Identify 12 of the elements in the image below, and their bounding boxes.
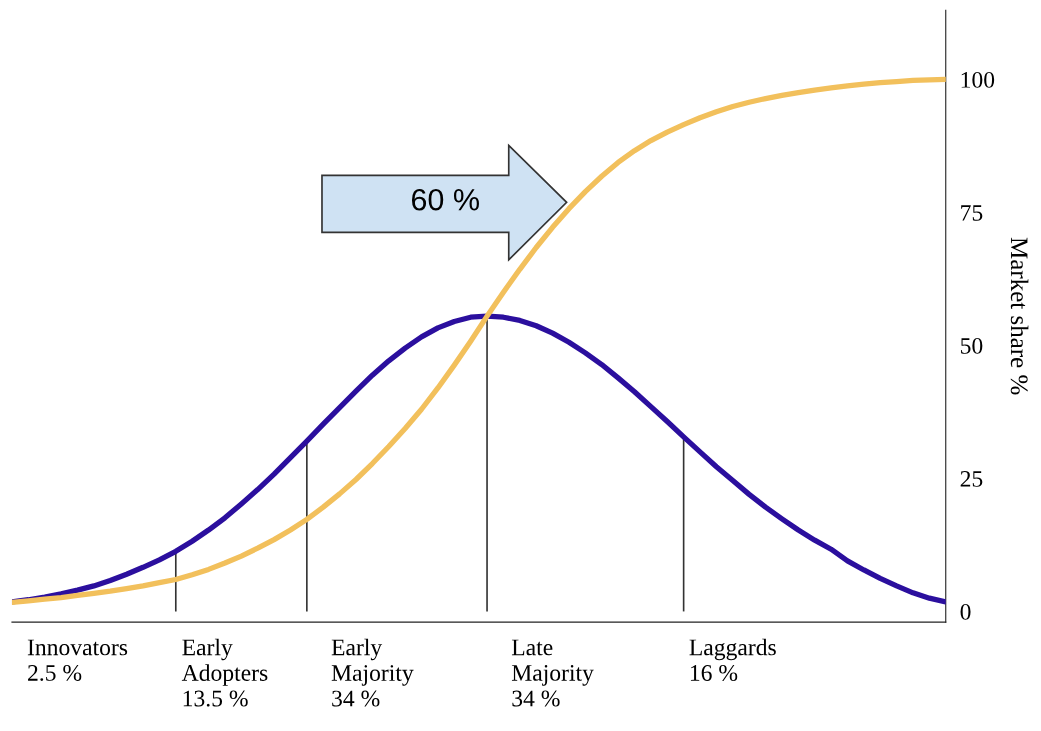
y-axis-title: Market share % [1010, 237, 1029, 395]
x-tick-label: Late Majority 34 % [511, 639, 594, 707]
y-tick-label: 75 [961, 205, 983, 221]
y-tick-label: 25 [960, 470, 983, 487]
x-tick-label: Laggards 16 % [689, 638, 776, 682]
x-tick-label: Innovators 2.5 % [27, 639, 128, 681]
y-tick-label: 0 [960, 603, 971, 620]
y-tick-label: 50 [961, 337, 983, 354]
x-tick-label: Early Majority 34 % [331, 638, 414, 707]
x-tick-label: Early Adopters 13.5 % [181, 638, 268, 707]
y-tick-label: 100 [961, 71, 995, 88]
annotation: 60 % [411, 188, 479, 211]
